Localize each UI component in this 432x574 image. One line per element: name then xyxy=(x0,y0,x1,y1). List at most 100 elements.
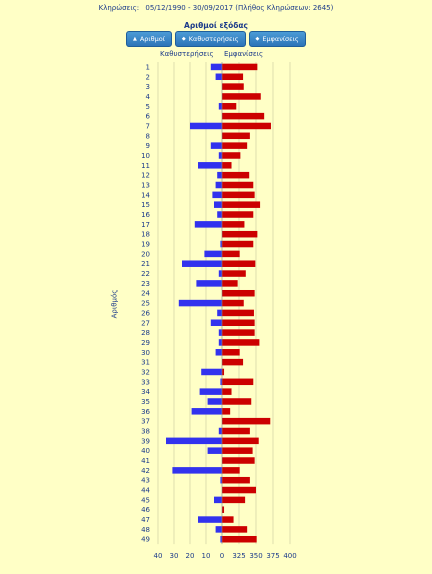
delay-bar xyxy=(191,408,222,415)
category-label: 34 xyxy=(141,388,150,396)
appearance-bar xyxy=(222,132,250,140)
panel-title: Αριθμοί εξόδας xyxy=(184,21,248,30)
category-label: 35 xyxy=(141,398,150,406)
delay-bar xyxy=(220,378,222,386)
delay-bar xyxy=(196,280,222,287)
sort-appearances-button[interactable]: ◆ Εμφανίσεις xyxy=(248,31,306,47)
category-label: 47 xyxy=(141,516,150,524)
delay-bar xyxy=(172,467,222,474)
category-label: 26 xyxy=(141,309,150,317)
sort-delays-button[interactable]: ◆ Καθυστερήσεις xyxy=(174,31,246,47)
category-label: 9 xyxy=(146,142,150,150)
delay-bar xyxy=(218,329,222,336)
category-label: 39 xyxy=(141,437,150,445)
appearance-bar xyxy=(222,73,244,81)
category-label: 16 xyxy=(141,211,150,219)
left-tick-label: 10 xyxy=(202,552,211,560)
category-label: 24 xyxy=(141,290,150,298)
delay-bar xyxy=(178,299,222,307)
delay-bar xyxy=(198,516,222,523)
appearance-bar xyxy=(222,398,252,405)
delay-bar xyxy=(198,162,222,169)
appearance-bar xyxy=(222,309,254,317)
appearance-bar xyxy=(222,152,241,159)
delay-bar xyxy=(215,349,222,356)
appearance-bar xyxy=(222,339,260,346)
category-label: 15 xyxy=(141,201,150,209)
category-label: 31 xyxy=(141,359,150,367)
delay-bar xyxy=(218,339,222,346)
delay-bar xyxy=(217,211,222,218)
category-label: 37 xyxy=(141,418,150,426)
sort-numbers-button[interactable]: ▲ Αριθμοί xyxy=(126,31,172,47)
delay-bar xyxy=(194,221,222,228)
appearance-bar xyxy=(222,191,255,199)
appearance-bar xyxy=(222,457,255,464)
sort-arrow-icon: ▲ xyxy=(133,36,137,42)
delay-bar xyxy=(210,63,222,71)
delay-bar xyxy=(201,368,222,376)
delay-bar xyxy=(210,319,222,327)
appearance-bar xyxy=(222,526,248,533)
category-label: 13 xyxy=(141,182,150,190)
category-label: 41 xyxy=(141,457,150,465)
appearance-bar xyxy=(222,467,240,474)
appearance-bar xyxy=(222,93,261,100)
category-label: 42 xyxy=(141,467,150,475)
appearance-bar xyxy=(222,388,232,395)
delay-bar xyxy=(220,240,222,248)
right-tick-label: 325 xyxy=(232,552,245,560)
category-label: 43 xyxy=(141,477,150,485)
category-label: 29 xyxy=(141,339,150,347)
appearance-bar xyxy=(222,280,238,287)
appearance-bar xyxy=(222,63,258,71)
appearance-bar xyxy=(222,447,253,454)
delay-bar xyxy=(218,152,222,159)
right-tick-label: 375 xyxy=(266,552,279,560)
category-label: 23 xyxy=(141,280,150,288)
appearance-bar xyxy=(222,319,255,327)
left-tick-label: 40 xyxy=(154,552,163,560)
delay-bar xyxy=(220,476,222,484)
category-label: 19 xyxy=(141,241,150,249)
delay-bar xyxy=(218,103,222,110)
category-label: 28 xyxy=(141,329,150,337)
category-label: 5 xyxy=(146,103,150,111)
delay-bar xyxy=(212,191,222,199)
appearance-bar xyxy=(222,535,257,543)
category-label: 2 xyxy=(146,73,150,81)
category-label: 11 xyxy=(141,162,150,170)
delay-bar xyxy=(220,535,222,543)
category-label: 3 xyxy=(146,83,150,91)
appearance-bar xyxy=(222,221,245,228)
appearance-bar xyxy=(222,417,271,425)
appearance-bar xyxy=(222,329,255,336)
appearance-bar xyxy=(222,516,234,523)
category-label: 36 xyxy=(141,408,150,416)
category-label: 48 xyxy=(141,526,150,534)
appearance-bar xyxy=(222,122,271,130)
category-label: 10 xyxy=(141,152,150,160)
appearance-bar xyxy=(222,171,250,179)
category-label: 17 xyxy=(141,221,150,229)
category-label: 14 xyxy=(141,191,150,199)
category-label: 38 xyxy=(141,428,150,436)
category-label: 33 xyxy=(141,378,150,386)
right-tick-label: 400 xyxy=(283,552,296,560)
category-label: 7 xyxy=(146,122,150,130)
delay-bar xyxy=(207,447,222,454)
category-label: 49 xyxy=(141,536,150,544)
delay-bar xyxy=(217,309,222,317)
category-label: 12 xyxy=(141,172,150,180)
appearance-bar xyxy=(222,230,258,238)
delay-bar xyxy=(166,437,222,445)
category-label: 45 xyxy=(141,496,150,504)
category-label: 18 xyxy=(141,231,150,239)
header: Κληρώσεις: 05/12/1990 - 30/09/2017 (Πλήθ… xyxy=(0,4,432,12)
category-label: 21 xyxy=(141,260,150,268)
appearance-bar xyxy=(222,349,240,356)
category-label: 30 xyxy=(141,349,150,357)
left-tick-label: 0 xyxy=(220,552,224,560)
appearance-bar xyxy=(222,506,225,513)
